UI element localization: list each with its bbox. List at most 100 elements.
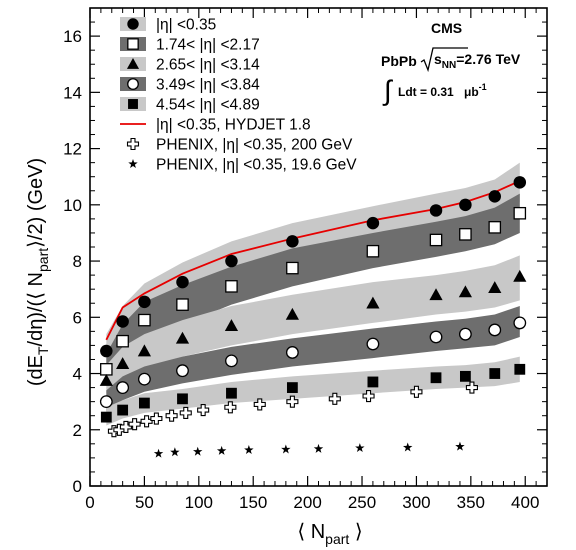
point-series-2: [488, 281, 502, 294]
point-series-0: [138, 295, 151, 309]
point-series-3: [366, 337, 380, 351]
point-series-1: [488, 221, 502, 234]
point-series-4: [286, 382, 298, 393]
point-series-4: [459, 370, 471, 382]
point-series-1: [459, 228, 472, 241]
y-tick-label: 4: [73, 365, 82, 384]
lumi-label: Ldt = 0.31: [398, 85, 454, 99]
legend-entry-3: 3.49< |η| <3.84: [120, 77, 260, 94]
point-series-6: [362, 389, 375, 403]
y-axis-title-part2: /dη)/(⟨ N: [25, 272, 47, 346]
y-axis-title-sub-t: T: [35, 346, 51, 355]
point-series-4: [117, 404, 129, 416]
point-series-2: [175, 331, 190, 344]
x-tick-label: 150: [239, 493, 267, 512]
point-series-3: [285, 346, 299, 359]
sqrt-s-sub: NN: [442, 60, 456, 71]
legend-entry-2: 2.65< |η| <3.14: [120, 57, 260, 74]
systematic-bands: [106, 162, 520, 426]
x-tick-label: 0: [85, 493, 94, 512]
point-series-7: [153, 448, 164, 458]
point-series-4: [430, 372, 442, 384]
point-series-4: [100, 411, 112, 423]
legend-label: 3.49< |η| <3.84: [156, 77, 260, 94]
y-tick-label: 2: [73, 421, 82, 440]
point-series-7: [313, 443, 324, 453]
x-tick-label: 350: [457, 493, 485, 512]
lumi-unit-exp: -1: [479, 82, 487, 92]
integral-sign: ∫: [382, 75, 394, 106]
legend: |η| <0.35 1.74< |η| <2.17 2.65< |η| <3.14 3…: [120, 17, 357, 174]
sqrt-sign: [420, 47, 468, 73]
point-series-2: [116, 357, 130, 369]
y-axis-title-part3: ⟩/2) (GeV): [25, 158, 47, 248]
system-label: PbPb: [381, 53, 417, 69]
legend-entry-5: |η| <0.35, HYDJET 1.8: [120, 117, 311, 134]
legend-label: PHENIX, |η| <0.35, 19.6 GeV: [156, 157, 357, 174]
point-series-6: [128, 418, 141, 431]
sqrt-s-label: sNN=2.76 TeV: [434, 51, 521, 71]
legend-marker: [127, 78, 139, 90]
band-series-4: [106, 356, 520, 426]
legend-label: 1.74< |η| <2.17: [156, 37, 260, 54]
point-series-6: [165, 409, 178, 422]
point-series-3: [137, 372, 151, 386]
point-series-1: [429, 233, 443, 247]
band-series-0: [106, 162, 520, 368]
point-series-7: [281, 444, 291, 454]
legend-label: |η| <0.35, HYDJET 1.8: [156, 117, 311, 134]
point-series-4: [226, 387, 237, 399]
point-series-2: [429, 288, 443, 301]
point-series-0: [429, 204, 443, 217]
point-series-2: [99, 373, 113, 386]
point-series-6: [179, 406, 192, 419]
y-tick-label: 12: [63, 140, 82, 159]
legend-marker: [126, 137, 140, 151]
point-series-7: [216, 445, 227, 455]
legend-entry-0: |η| <0.35: [120, 17, 216, 34]
point-series-4: [177, 393, 188, 405]
energy-value: =2.76 TeV: [456, 51, 521, 67]
point-series-7: [193, 446, 203, 456]
point-series-0: [225, 254, 238, 268]
point-series-6: [224, 401, 237, 414]
legend-entry-4: 4.54< |η| <4.89: [120, 97, 260, 114]
point-series-3: [116, 381, 130, 394]
point-series-6: [286, 395, 299, 408]
point-series-6: [328, 392, 341, 405]
y-tick-label: 10: [63, 196, 82, 215]
point-series-0: [100, 344, 113, 358]
point-series-6: [253, 398, 266, 411]
point-series-7: [355, 443, 365, 453]
band-series-1: [106, 193, 520, 385]
point-series-7: [244, 445, 254, 455]
y-tick-label: 6: [73, 308, 82, 327]
point-series-6: [140, 415, 153, 428]
point-series-3: [225, 354, 238, 368]
x-tick-label: 250: [348, 493, 376, 512]
point-series-1: [116, 334, 129, 348]
point-series-2: [366, 296, 380, 309]
point-series-0: [366, 216, 380, 230]
point-series-6: [119, 420, 132, 434]
axis-tick-labels: 0 50 100 150 200 250 300 350 400 0 2 4 6 8 10 12 14 16: [63, 27, 539, 512]
point-series-0: [513, 176, 527, 189]
x-axis-title-close: ⟩: [349, 521, 362, 543]
point-series-2: [513, 269, 527, 282]
band-series-3: [106, 306, 520, 412]
data-markers: [99, 176, 527, 458]
point-series-6: [410, 385, 423, 398]
point-series-2: [458, 285, 472, 298]
x-tick-label: 200: [293, 493, 321, 512]
point-series-3: [513, 316, 527, 330]
point-series-0: [116, 315, 129, 328]
y-tick-label: 14: [63, 83, 82, 102]
point-series-6: [150, 412, 163, 425]
point-series-0: [286, 235, 299, 248]
point-series-7: [403, 442, 413, 452]
point-series-1: [176, 298, 189, 311]
point-series-7: [170, 447, 180, 457]
legend-marker: [128, 99, 138, 109]
x-tick-label: 300: [402, 493, 430, 512]
